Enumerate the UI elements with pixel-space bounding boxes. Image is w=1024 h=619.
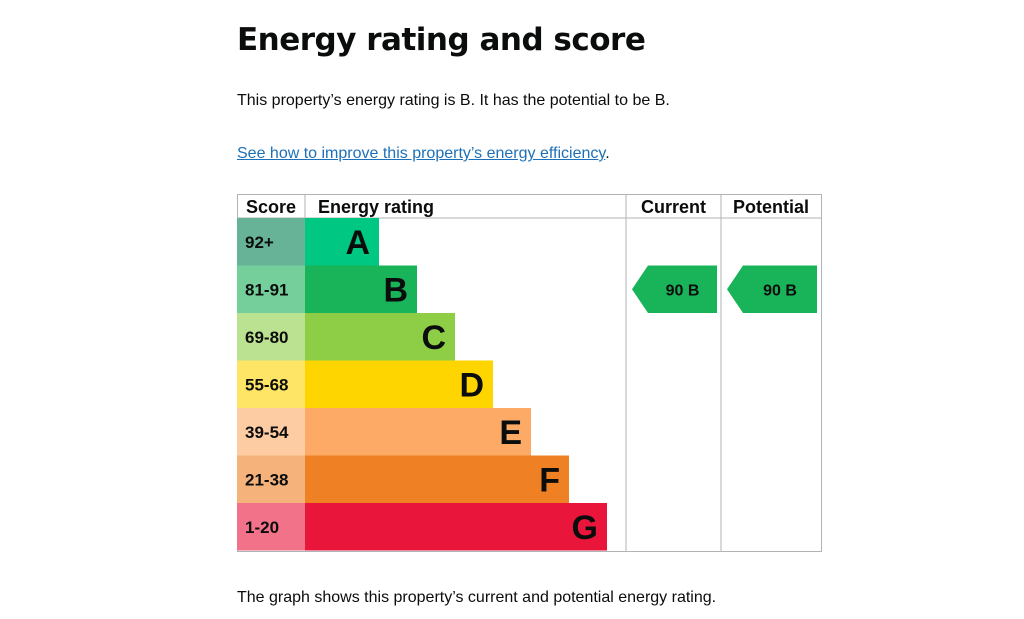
score-cell-b bbox=[237, 265, 305, 313]
rating-letter-f: F bbox=[539, 461, 560, 499]
energy-rating-chart: Score Energy rating Current Potential 92+ A 81… bbox=[237, 194, 822, 552]
score-cell-d bbox=[237, 360, 305, 408]
rating-bar-c bbox=[305, 313, 455, 361]
rating-letter-e: E bbox=[499, 414, 522, 452]
score-cell-a bbox=[237, 218, 305, 266]
rating-bar-b bbox=[305, 265, 417, 313]
header-energy-rating: Energy rating bbox=[318, 197, 434, 217]
improve-efficiency-link[interactable]: See how to improve this property’s energ… bbox=[237, 145, 606, 162]
rating-letter-a: A bbox=[345, 224, 370, 262]
current-rating-arrow bbox=[632, 265, 717, 313]
rating-letter-b: B bbox=[383, 271, 408, 309]
score-label-b: 81-91 bbox=[245, 280, 288, 299]
score-label-e: 39-54 bbox=[245, 423, 289, 442]
graph-description: The graph shows this property’s current … bbox=[237, 589, 717, 606]
header-potential: Potential bbox=[733, 197, 809, 217]
rating-letter-c: C bbox=[421, 319, 446, 357]
score-label-c: 69-80 bbox=[245, 328, 288, 347]
header-current: Current bbox=[641, 197, 706, 217]
header-score: Score bbox=[246, 197, 296, 217]
score-cell-f bbox=[237, 455, 305, 503]
potential-rating-value: 90 B bbox=[763, 282, 797, 299]
score-label-g: 1-20 bbox=[245, 518, 279, 537]
rating-bar-e bbox=[305, 408, 531, 456]
improve-paragraph: See how to improve this property’s energ… bbox=[237, 145, 610, 163]
improve-suffix: . bbox=[605, 145, 610, 162]
rating-letter-g: G bbox=[572, 509, 598, 547]
potential-rating-arrow bbox=[727, 265, 817, 313]
score-cell-e bbox=[237, 408, 305, 456]
score-label-f: 21-38 bbox=[245, 470, 288, 489]
score-label-a: 92+ bbox=[245, 233, 274, 252]
score-cell-g bbox=[237, 503, 305, 551]
score-cell-c bbox=[237, 313, 305, 361]
rating-bar-g bbox=[305, 503, 607, 551]
page-title: Energy rating and score bbox=[237, 22, 646, 58]
rating-summary: This property’s energy rating is B. It h… bbox=[237, 92, 670, 109]
rating-bar-f bbox=[305, 455, 569, 503]
rating-bar-d bbox=[305, 360, 493, 408]
rating-bar-a bbox=[305, 218, 379, 266]
score-label-d: 55-68 bbox=[245, 375, 288, 394]
rating-letter-d: D bbox=[459, 366, 484, 404]
current-rating-value: 90 B bbox=[666, 282, 700, 299]
